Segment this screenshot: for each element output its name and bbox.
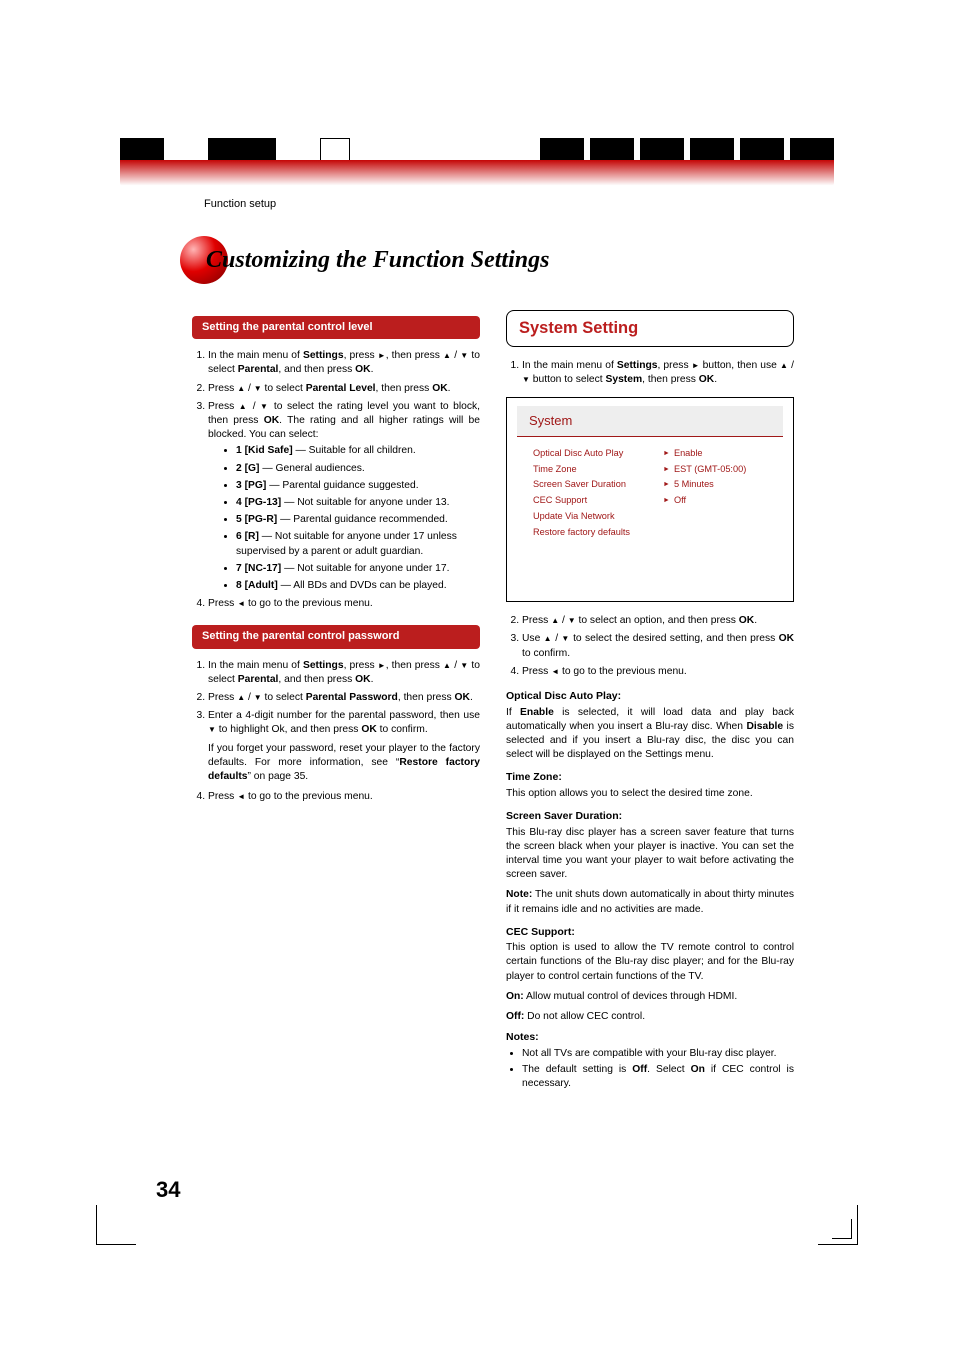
pill-parental-level: Setting the parental control level	[192, 316, 480, 339]
osd-label: Update Via Network	[533, 510, 663, 523]
step: Press to go to the previous menu.	[522, 665, 794, 679]
step: Enter a 4-digit number for the parental …	[208, 709, 480, 784]
step: Press to go to the previous menu.	[208, 597, 480, 611]
subhead-ssd: Screen Saver Duration:	[506, 809, 794, 823]
para: This option is used to allow the TV remo…	[506, 941, 794, 984]
rating-list: 1 [Kid Safe] — Suitable for all children…	[208, 444, 480, 593]
para-note: Note: The unit shuts down automatically …	[506, 888, 794, 916]
step-note: If you forget your password, reset your …	[208, 742, 480, 785]
rating-item: 8 [Adult] — All BDs and DVDs can be play…	[236, 579, 480, 593]
left-column: Setting the parental control level In th…	[192, 310, 480, 1093]
osd-row: CEC Support Off	[533, 494, 783, 507]
osd-body: Optical Disc Auto Play Enable Time Zone …	[507, 437, 793, 601]
osd-row: Update Via Network	[533, 510, 783, 523]
rating-item: 7 [NC-17] — Not suitable for anyone unde…	[236, 562, 480, 576]
osd-value: Off	[663, 494, 686, 507]
para-off: Off: Do not allow CEC control.	[506, 1010, 794, 1024]
note-item: Not all TVs are compatible with your Blu…	[522, 1047, 794, 1061]
osd-label: Screen Saver Duration	[533, 478, 663, 491]
header-gradient	[120, 160, 834, 190]
subhead-odap: Optical Disc Auto Play:	[506, 689, 794, 703]
osd-system-menu: System Optical Disc Auto Play Enable Tim…	[506, 397, 794, 602]
step: In the main menu of Settings, press , th…	[208, 659, 480, 687]
frame-title: System Setting	[519, 319, 638, 337]
osd-row: Restore factory defaults	[533, 526, 783, 539]
para-on: On: Allow mutual control of devices thro…	[506, 990, 794, 1004]
breadcrumb: Function setup	[204, 198, 276, 210]
osd-row: Time Zone EST (GMT-05:00)	[533, 463, 783, 476]
osd-row: Screen Saver Duration 5 Minutes	[533, 478, 783, 491]
para: This option allows you to select the des…	[506, 787, 794, 801]
step: Press / to select Parental Level, then p…	[208, 382, 480, 396]
para: If Enable is selected, it will load data…	[506, 706, 794, 763]
frame-system-setting: System Setting	[506, 310, 794, 347]
osd-label: Time Zone	[533, 463, 663, 476]
step: Press / to select Parental Password, the…	[208, 691, 480, 705]
steps-system-2: Press / to select an option, and then pr…	[506, 614, 794, 679]
step: Press / to select the rating level you w…	[208, 400, 480, 593]
step: Use / to select the desired setting, and…	[522, 632, 794, 660]
subhead-notes: Notes:	[506, 1030, 794, 1044]
osd-value: Enable	[663, 447, 703, 460]
rating-item: 2 [G] — General audiences.	[236, 462, 480, 476]
pill-parental-password: Setting the parental control password	[192, 625, 480, 648]
right-column: System Setting In the main menu of Setti…	[506, 310, 794, 1093]
step-text: Enter a 4-digit number for the parental …	[208, 710, 480, 735]
osd-value: 5 Minutes	[663, 478, 714, 491]
rating-item: 1 [Kid Safe] — Suitable for all children…	[236, 444, 480, 458]
step: Press to go to the previous menu.	[208, 790, 480, 804]
steps-parental-level: In the main menu of Settings, press , th…	[192, 349, 480, 611]
rating-item: 3 [PG] — Parental guidance suggested.	[236, 479, 480, 493]
rating-item: 4 [PG-13] — Not suitable for anyone unde…	[236, 496, 480, 510]
osd-label: Restore factory defaults	[533, 526, 663, 539]
steps-parental-password: In the main menu of Settings, press , th…	[192, 659, 480, 805]
page-number: 34	[156, 1177, 180, 1203]
osd-label: CEC Support	[533, 494, 663, 507]
steps-system: In the main menu of Settings, press butt…	[506, 359, 794, 387]
page: Function setup Customizing the Function …	[0, 0, 954, 1351]
rating-item: 5 [PG-R] — Parental guidance recommended…	[236, 513, 480, 527]
step: In the main menu of Settings, press butt…	[522, 359, 794, 387]
note-item: The default setting is Off. Select On if…	[522, 1063, 794, 1091]
rating-item: 6 [R] — Not suitable for anyone under 17…	[236, 530, 480, 558]
crop-mark-br	[818, 1205, 858, 1245]
notes-list: Not all TVs are compatible with your Blu…	[506, 1047, 794, 1092]
crop-mark-bl	[96, 1205, 136, 1245]
subhead-cec: CEC Support:	[506, 925, 794, 939]
chapter-heading: Customizing the Function Settings	[180, 236, 549, 284]
body-columns: Setting the parental control level In th…	[192, 310, 794, 1093]
osd-title: System	[517, 406, 783, 437]
osd-value: EST (GMT-05:00)	[663, 463, 746, 476]
step: Press / to select an option, and then pr…	[522, 614, 794, 628]
osd-label: Optical Disc Auto Play	[533, 447, 663, 460]
chapter-title: Customizing the Function Settings	[206, 247, 549, 274]
step: In the main menu of Settings, press , th…	[208, 349, 480, 377]
para: This Blu-ray disc player has a screen sa…	[506, 826, 794, 883]
osd-row: Optical Disc Auto Play Enable	[533, 447, 783, 460]
subhead-tz: Time Zone:	[506, 770, 794, 784]
